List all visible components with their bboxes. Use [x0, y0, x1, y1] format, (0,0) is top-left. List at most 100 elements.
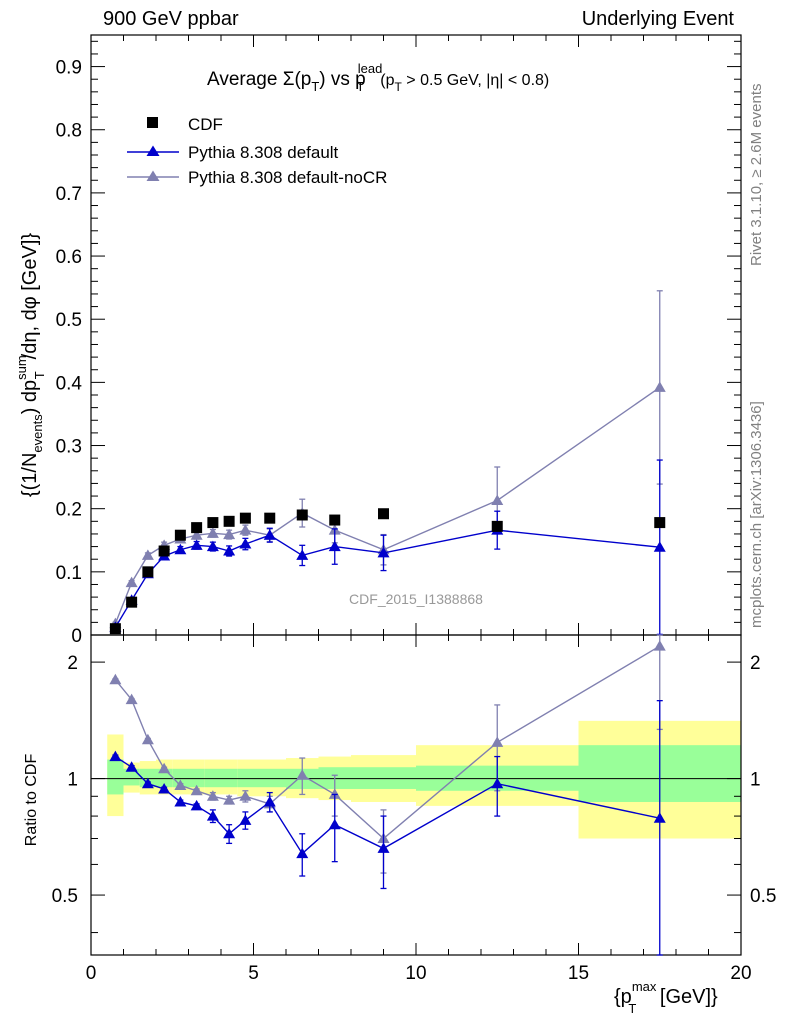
ratio-nocr-marker	[206, 790, 219, 801]
rivet-version-label: Rivet 3.1.10, ≥ 2.6M events	[748, 83, 765, 267]
main-cdf-marker	[191, 522, 203, 534]
ratio-default-marker	[328, 818, 341, 830]
ratio-nocr-marker	[328, 788, 341, 799]
main-nocr-marker	[223, 528, 236, 540]
main-default-marker	[653, 541, 666, 552]
main-nocr-line	[114, 386, 661, 624]
series-layer	[109, 290, 666, 956]
main-nocr-marker	[141, 549, 154, 560]
ratio-default-marker	[125, 761, 138, 772]
ratio-bands	[107, 720, 741, 839]
main-y-tick-label: 0.7	[56, 184, 82, 205]
ratio-y-axis-label: Ratio to CDF	[23, 754, 40, 847]
main-default-marker	[296, 549, 309, 560]
main-cdf-marker	[158, 545, 170, 557]
ratio-default-marker	[491, 777, 504, 789]
main-cdf-marker	[239, 512, 251, 524]
band-inner-8	[237, 768, 254, 788]
legend-marker-nocr	[146, 170, 160, 181]
main-y-tick-label: 0.4	[56, 373, 83, 394]
ratio-y-tick-label: 2	[67, 653, 78, 674]
band-inner-7	[221, 768, 238, 788]
main-cdf-marker	[378, 508, 389, 520]
main-y-tick-label: 0.9	[56, 58, 82, 79]
x-tick-label: 10	[405, 963, 426, 984]
ratio-default-marker	[223, 827, 236, 839]
mcplots-citation-label: mcplots.cern.ch [arXiv:1306.3436]	[748, 401, 765, 628]
main-y-axis-label: {(1/Nevents) dpsum T/dη, dφ [GeV]}	[14, 233, 47, 497]
main-nocr-marker	[491, 494, 504, 505]
ratio-nocr-marker	[491, 736, 504, 747]
main-y-tick-label: 0	[71, 626, 82, 647]
main-cdf-marker	[264, 512, 276, 524]
x-tick-label: 20	[730, 963, 751, 984]
main-y-tick-label: 0.6	[56, 247, 82, 268]
main-y-tick-label: 0.8	[56, 121, 82, 142]
main-y-tick-label: 0.3	[56, 437, 82, 458]
band-inner-6	[204, 768, 221, 788]
legend-label-nocr: Pythia 8.308 default-noCR	[188, 168, 387, 187]
ratio-default-marker	[653, 812, 666, 823]
ratio-default-marker	[158, 782, 171, 794]
main-cdf-marker	[174, 529, 186, 541]
axes-frames	[90, 34, 742, 956]
main-default-marker	[377, 546, 390, 558]
main-nocr-marker	[239, 524, 252, 535]
main-y-tick-label: 0.5	[56, 310, 82, 331]
main-default-marker	[263, 529, 276, 540]
main-nocr-marker	[206, 527, 219, 538]
ratio-nocr-marker	[239, 790, 252, 801]
main-default-marker	[174, 543, 187, 555]
ratio-default-marker	[296, 847, 309, 859]
main-default-marker	[223, 545, 236, 556]
x-tick-label: 0	[86, 963, 97, 984]
legend-marker-cdf	[147, 117, 158, 128]
ratio-y-tick-label: 0.5	[52, 886, 78, 907]
legend-marker-default	[146, 145, 160, 156]
main-cdf-marker	[491, 520, 503, 532]
legend: CDF Pythia 8.308 default Pythia 8.308 de…	[127, 115, 387, 187]
ratio-nocr-marker	[125, 693, 138, 705]
main-nocr-marker	[653, 381, 666, 392]
ratio-y-tick-label: 1	[67, 770, 78, 791]
main-cdf-marker	[223, 515, 235, 527]
header-left-label: 900 GeV ppbar	[103, 8, 239, 30]
header-right-label: Underlying Event	[581, 8, 734, 30]
band-inner-9	[253, 768, 286, 788]
ratio-default-marker	[109, 750, 122, 762]
ratio-nocr-marker	[190, 784, 203, 796]
legend-label-cdf: CDF	[188, 115, 223, 134]
ratio-default-marker	[190, 799, 203, 811]
ratio-nocr-marker	[296, 769, 309, 780]
main-cdf-marker	[329, 514, 341, 526]
band-inner-4	[172, 768, 189, 788]
ratio-nocr-marker	[653, 640, 666, 651]
analysis-watermark: CDF_2015_I1388868	[349, 591, 483, 607]
ratio-nocr-marker	[174, 779, 187, 790]
main-y-tick-label: 0.1	[56, 563, 82, 584]
main-nocr-marker	[190, 529, 203, 540]
ratio-y-tick-label-right: 1	[750, 770, 761, 791]
ratio-default-marker	[239, 814, 252, 825]
tick-labels: 0 5 10 15 20 0 0.1 0.2 0.3 0.4 0.5 0.6 0.7 0.8 0.9 0.5 0…	[52, 58, 777, 984]
main-cdf-marker	[654, 517, 666, 529]
ratio-nocr-marker	[158, 762, 171, 774]
ratio-y-tick-label-right: 0.5	[750, 886, 776, 907]
legend-label-default: Pythia 8.308 default	[188, 143, 339, 162]
main-default-marker	[328, 540, 341, 552]
ratio-nocr-marker	[223, 794, 236, 805]
main-nocr-marker	[125, 576, 138, 588]
main-cdf-marker	[296, 509, 308, 521]
ratio-default-marker	[174, 795, 187, 807]
band-inner-5	[188, 768, 205, 788]
main-cdf-marker	[109, 623, 121, 635]
main-default-marker	[239, 538, 252, 549]
ratio-default-marker	[377, 842, 390, 853]
main-cdf-marker	[126, 596, 138, 608]
ratio-nocr-marker	[109, 673, 122, 685]
main-default-marker	[190, 539, 203, 550]
ratio-nocr-marker	[141, 733, 154, 745]
band-inner-1	[123, 768, 140, 786]
main-default-marker	[206, 540, 219, 552]
